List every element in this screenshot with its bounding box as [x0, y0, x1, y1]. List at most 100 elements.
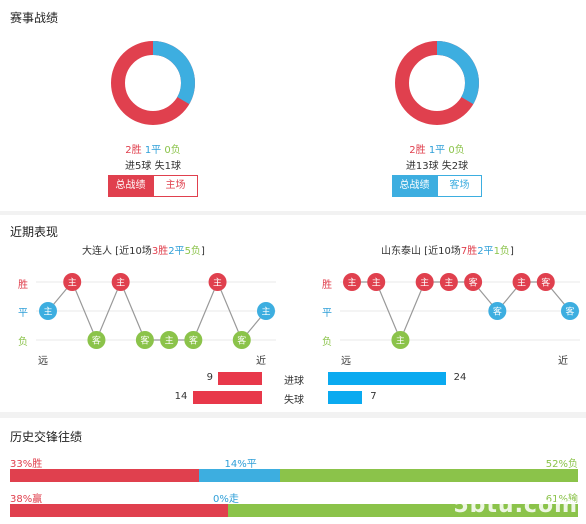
- right-point-venue: 主: [372, 277, 381, 289]
- left-point-win: [111, 273, 130, 291]
- history-row1-draw-label: 14%平: [224, 459, 257, 470]
- left-tab-overall[interactable]: 总战绩: [108, 175, 153, 197]
- right-point-venue: 主: [396, 335, 405, 347]
- right-conceded-value: 7: [370, 391, 377, 402]
- conceded-label: 失球: [284, 395, 304, 406]
- right-point-venue: 客: [493, 306, 502, 318]
- right-conceded-bar: [328, 391, 363, 404]
- left-point-loss: [135, 331, 154, 349]
- right-team-summary: 山东泰山 [近10场7胜2平1负]: [381, 246, 514, 257]
- right-point-loss: [391, 331, 410, 349]
- right-point-draw: [488, 302, 507, 320]
- right-form-line: [352, 281, 571, 342]
- right-point-win: [415, 273, 434, 291]
- left-donut-draw: [111, 41, 195, 125]
- left-point-loss: [87, 331, 106, 349]
- left-ylabel-draw: 平: [18, 308, 28, 319]
- right-point-win: [367, 273, 386, 291]
- right-point-win: [512, 273, 531, 291]
- history-row2-win-label: 38%赢: [10, 494, 43, 505]
- right-draws: 1平: [428, 145, 446, 156]
- history-row1-win-segment: [10, 469, 200, 482]
- right-team-name: 山东泰山: [381, 246, 421, 257]
- right-point-win: [536, 273, 555, 291]
- left-point-venue: 主: [165, 335, 174, 347]
- history-row2-loss-segment: [228, 504, 578, 517]
- right-ylabel-loss: 负: [322, 337, 332, 348]
- right-wins: 2胜: [409, 145, 426, 156]
- left-form-chart: 主主客主客主客主客主: [36, 273, 276, 349]
- right-ylabel-draw: 平: [322, 308, 332, 319]
- right-near-label: 近: [558, 356, 568, 367]
- right-point-win: [343, 273, 361, 291]
- left-goals-summary: 进5球 失1球: [125, 161, 181, 172]
- right-goals-summary: 进13球 失2球: [405, 161, 469, 172]
- left-near-label: 近: [256, 356, 266, 367]
- left-draws: 1平: [144, 145, 162, 156]
- history-row1-draw-segment: [199, 469, 280, 482]
- left-donut: [111, 41, 195, 125]
- left-wdl: 2胜 1平 0负: [68, 141, 238, 156]
- right-point-venue: 主: [517, 277, 526, 289]
- recent-panel: 近期表现 大连人 [近10场3胜2平5负] 山东泰山 [近10场7胜2平1负] …: [0, 215, 586, 412]
- record-title: 赛事战绩: [10, 11, 59, 25]
- left-team-name: 大连人: [82, 246, 112, 257]
- left-point-venue: 客: [189, 335, 198, 347]
- left-goals-bar: [217, 372, 262, 385]
- right-tab-overall[interactable]: 总战绩: [392, 175, 437, 197]
- history-row1-loss-segment: [279, 469, 578, 482]
- history-row2-bar: [10, 504, 578, 517]
- left-point-win: [208, 273, 227, 291]
- left-point-venue: 客: [92, 335, 101, 347]
- left-point-draw: [257, 302, 275, 320]
- right-form-chart: 主主主主主客客主 客客: [340, 273, 580, 349]
- left-tab-home[interactable]: 主场: [153, 175, 198, 197]
- history-row2-push-label: 0%走: [213, 494, 239, 505]
- history-panel: 历史交锋往绩 33%胜 14%平 52%负 38%赢 0%走 61%输 5btu…: [0, 418, 586, 524]
- right-point-venue: 主: [420, 277, 429, 289]
- right-donut: [395, 41, 479, 125]
- left-point-draw: [39, 302, 57, 320]
- right-point-venue: 客: [565, 306, 574, 318]
- left-conceded-value: 14: [174, 391, 188, 402]
- left-ylabel-win: 胜: [18, 280, 28, 291]
- history-title: 历史交锋往绩: [10, 430, 83, 444]
- right-goals-value: 24: [453, 372, 467, 383]
- left-team-summary: 大连人 [近10场3胜2平5负]: [82, 246, 205, 257]
- history-row1-bar: [10, 469, 578, 482]
- history-row2-loss-label: 61%输: [545, 494, 578, 505]
- history-row2-win-segment: [10, 504, 229, 517]
- left-tabs: 总战绩 主场: [108, 175, 198, 197]
- right-far-label: 远: [341, 356, 351, 367]
- right-tab-away[interactable]: 客场: [437, 175, 482, 197]
- left-ylabel-loss: 负: [18, 337, 28, 348]
- history-row1-loss-label: 52%负: [545, 459, 578, 470]
- record-panel: 赛事战绩 2胜 1平 0负 进5球 失1球 总战绩 主场 2胜 1平 0负 进1…: [0, 0, 586, 211]
- right-wdl: 2胜 1平 0负: [352, 141, 522, 156]
- left-point-win: [63, 273, 82, 291]
- recent-title: 近期表现: [10, 225, 59, 239]
- right-point-win: [439, 273, 458, 291]
- right-point-win: [464, 273, 483, 291]
- right-point-venue: 主: [444, 277, 453, 289]
- right-donut-draw: [395, 41, 479, 125]
- left-point-venue: 主: [261, 306, 270, 318]
- right-point-draw: [561, 302, 579, 320]
- left-point-venue: 客: [237, 335, 246, 347]
- right-point-venue: 客: [541, 277, 550, 289]
- goals-label: 进球: [284, 376, 304, 387]
- watermark-logo: 5btu.com: [453, 493, 578, 518]
- left-conceded-bar: [193, 391, 262, 404]
- left-far-label: 远: [38, 356, 48, 367]
- left-point-loss: [232, 331, 251, 349]
- left-point-venue: 主: [116, 277, 125, 289]
- left-goals-value: 9: [206, 372, 213, 383]
- right-ylabel-win: 胜: [322, 280, 332, 291]
- left-point-loss: [160, 331, 179, 349]
- left-point-venue: 主: [43, 306, 52, 318]
- left-wins: 2胜: [125, 145, 142, 156]
- right-tabs: 总战绩 客场: [392, 175, 482, 197]
- left-losses: 0负: [164, 145, 181, 156]
- right-losses: 0负: [448, 145, 465, 156]
- right-goals-bar: [328, 372, 446, 385]
